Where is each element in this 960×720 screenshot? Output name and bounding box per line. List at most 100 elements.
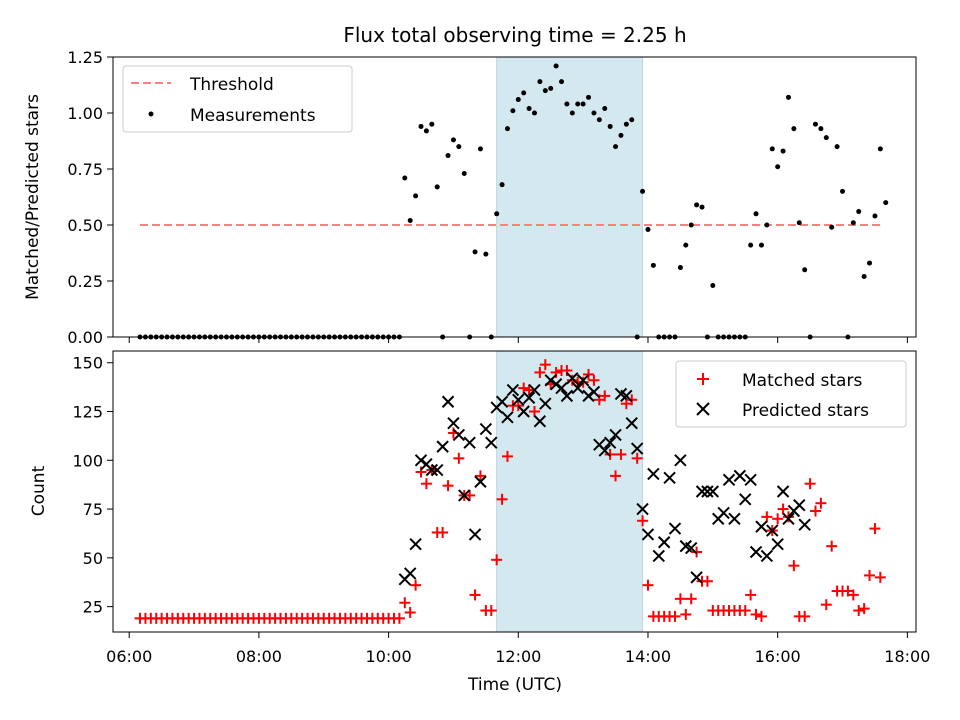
predicted-stars-point [652, 549, 665, 563]
matched-stars-point [464, 489, 476, 501]
matched-stars-point [528, 405, 540, 417]
measurement-point [710, 282, 716, 288]
x-axis-label: Time (UTC) [467, 675, 562, 695]
predicted-stars-point [544, 374, 557, 387]
predicted-stars-point [793, 498, 806, 512]
predicted-stars-point [630, 442, 644, 455]
predicted-stars-point [458, 489, 471, 502]
matched-stars-point [626, 394, 638, 406]
measurement-point [780, 148, 786, 154]
predicted-stars-point [501, 411, 514, 424]
legend-predicted-label: Predicted stars [742, 401, 869, 421]
predicted-stars-point [722, 473, 736, 486]
predicted-stars-point [657, 536, 671, 549]
measurement-point [602, 106, 608, 112]
matched-stars-series [134, 359, 886, 624]
matched-stars-point [442, 480, 454, 492]
measurement-point [591, 110, 597, 116]
matched-stars-point [750, 608, 762, 620]
predicted-stars-point [684, 541, 698, 555]
measurement-point [564, 101, 570, 107]
measurement-point [445, 153, 451, 159]
matched-stars-point [853, 605, 865, 617]
measurement-point [461, 170, 467, 176]
matched-stars-point [420, 478, 432, 490]
measurement-point [834, 144, 840, 150]
x-tick-label: 14:00 [625, 647, 671, 666]
measurement-point [521, 90, 527, 96]
predicted-stars-point [749, 545, 763, 559]
measurement-point [796, 220, 802, 226]
matched-stars-point [804, 478, 816, 490]
predicted-stars-series [398, 372, 811, 586]
predicted-stars-point [766, 524, 779, 537]
y-tick-label: 0.75 [67, 160, 103, 179]
measurement-point [596, 117, 602, 123]
predicted-stars-point [436, 440, 449, 453]
measurement-point [758, 242, 764, 248]
predicted-stars-point [733, 469, 747, 483]
predicted-stars-point [582, 389, 595, 403]
matched-stars-point [680, 608, 692, 620]
top-panel: 0.00 0.25 0.50 0.75 1.00 1.25 Matched/Predict… [23, 48, 917, 347]
measurement-point [829, 224, 835, 230]
measurement-point [559, 79, 565, 85]
measurement-point [510, 108, 516, 114]
predicted-stars-point [776, 485, 790, 498]
measurement-point [688, 222, 694, 228]
measurement-point [769, 146, 775, 152]
predicted-stars-point [782, 512, 795, 526]
matched-stars-point [739, 605, 751, 617]
measurement-point [645, 226, 651, 232]
predicted-stars-point [528, 383, 541, 397]
predicted-stars-point [479, 422, 493, 436]
predicted-stars-point [771, 537, 784, 551]
predicted-stars-point [663, 471, 676, 485]
matched-stars-point [637, 515, 649, 527]
predicted-stars-point [760, 549, 774, 563]
measurement-point [812, 121, 818, 127]
matched-stars-point [815, 497, 827, 509]
predicted-stars-point [717, 506, 730, 520]
y-tick-label: 75 [83, 500, 103, 519]
predicted-stars-point [409, 537, 422, 551]
matched-stars-point [588, 374, 600, 386]
matched-stars-point [615, 448, 627, 460]
matched-stars-point [826, 540, 838, 552]
measurement-point [542, 88, 548, 94]
measurement-point [694, 202, 700, 208]
bottom-y-axis: 25 50 75 100 125 150 [72, 354, 113, 617]
predicted-stars-point [576, 374, 590, 387]
predicted-stars-point [690, 571, 703, 584]
matched-stars-point [604, 448, 616, 460]
predicted-stars-point [447, 416, 460, 430]
predicted-stars-point [674, 454, 687, 467]
top-x-axis [128, 337, 908, 343]
matched-stars-point [847, 589, 859, 601]
measurement-point [748, 242, 754, 248]
matched-stars-point [864, 569, 876, 581]
matched-stars-point [393, 612, 405, 624]
predicted-stars-point [555, 381, 568, 395]
matched-stars-point [437, 526, 449, 538]
x-tick-label: 10:00 [366, 647, 412, 666]
matched-stars-point [642, 579, 654, 591]
matched-stars-point [485, 605, 497, 617]
predicted-stars-point [636, 502, 649, 516]
measurement-point [683, 242, 689, 248]
predicted-stars-point [701, 485, 714, 498]
predicted-stars-point [441, 395, 455, 408]
predicted-stars-point [668, 522, 682, 535]
predicted-stars-point [404, 567, 417, 580]
y-tick-label: 125 [72, 402, 103, 421]
measurement-point [640, 188, 646, 194]
measurement-point [483, 251, 489, 257]
measurement-point [418, 123, 424, 129]
measurement-point [586, 94, 592, 100]
y-tick-label: 0.25 [67, 272, 103, 291]
matched-stars-point [474, 470, 486, 482]
predicted-stars-point [512, 393, 525, 406]
x-tick-label: 06:00 [106, 647, 152, 666]
predicted-stars-point [474, 475, 487, 488]
